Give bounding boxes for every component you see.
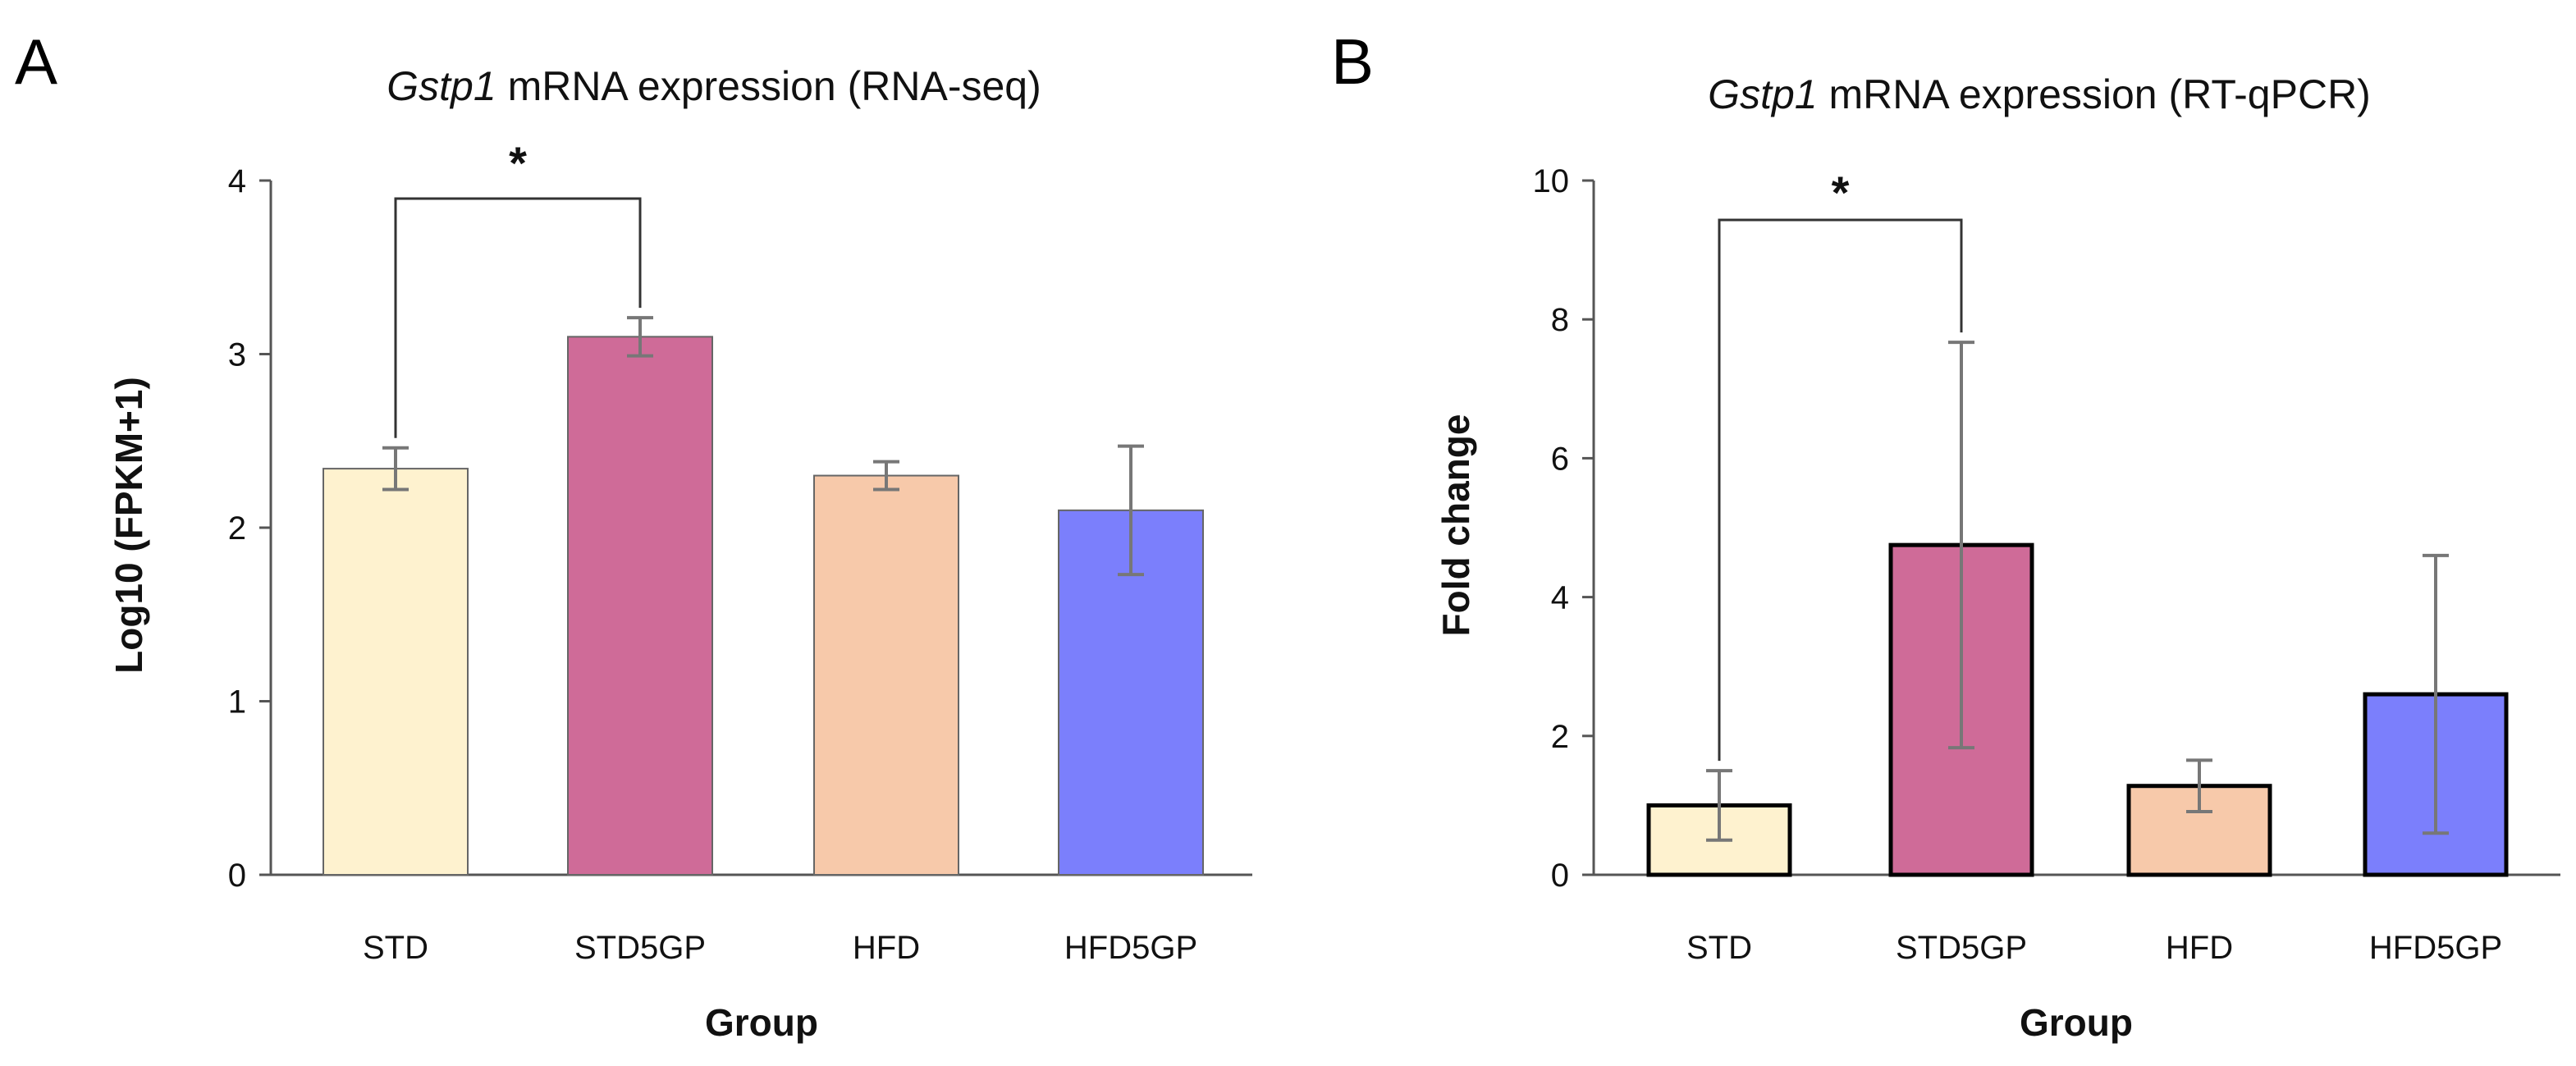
- panel-a-error-bar-std: [382, 446, 409, 492]
- panel-b-significance-label: *: [1832, 167, 1850, 218]
- panel-b-error-bar-std: [1706, 769, 1732, 842]
- panel-b-bars: [1646, 542, 2509, 877]
- panel-b-significance-bracket: [1718, 218, 1963, 762]
- panel-b-y-axis-title: Fold change: [1434, 414, 1477, 637]
- panel-b-x-tick-labels: STD STD5GP HFD HFD5GP: [1686, 930, 2502, 966]
- panel-b-error-bar-std5gp: [1948, 341, 1974, 750]
- panel-a-x-tick-label-hfd: HFD: [853, 930, 920, 966]
- panel-b-y-tick-label: 10: [1533, 163, 1570, 199]
- panel-a-error-bars: [382, 316, 1144, 577]
- panel-a-bars: [323, 336, 1204, 876]
- panel-a-error-bar-hfd: [873, 460, 899, 492]
- panel-a-bar-std5gp: [567, 336, 713, 876]
- panel-b-letter: B: [1331, 25, 1374, 98]
- panel-a-y-axis-title: Log10 (FPKM+1): [108, 377, 150, 674]
- panel-b-y-ticks: 0 2 4 6 8 10: [1533, 163, 1594, 894]
- panel-a-significance-label: *: [509, 137, 527, 189]
- panel-a-y-tick-label: 3: [228, 337, 246, 373]
- panel-a-y-tick-label: 1: [228, 684, 246, 721]
- panel-b-title: Gstp1 mRNA expression (RT-qPCR): [1708, 71, 2371, 117]
- panel-b-y-tick-label: 0: [1551, 858, 1569, 894]
- panel-a-x-tick-label-std: STD: [363, 930, 428, 966]
- panel-a-title-rest: mRNA expression (RNA-seq): [496, 63, 1041, 109]
- panel-b-x-tick-label-hfd: HFD: [2166, 930, 2233, 966]
- panel-a-significance: *: [394, 137, 642, 438]
- panel-a-error-bar-hfd5gp: [1118, 444, 1144, 577]
- panel-b-y-tick-label: 2: [1551, 719, 1569, 755]
- panel-a-error-bar-std5gp: [627, 316, 653, 358]
- panel-a-y-tick-label: 2: [228, 510, 246, 547]
- panel-a-y-ticks: 0 1 2 3 4: [228, 163, 271, 894]
- panel-b-x-tick-label-std: STD: [1686, 930, 1752, 966]
- panel-b-x-axis-title: Group: [2020, 1001, 2133, 1044]
- panel-a-significance-bracket: [394, 197, 642, 438]
- panel-a-bar-hfd: [813, 474, 959, 876]
- panel-b-error-bar-hfd5gp: [2423, 553, 2449, 835]
- panel-a-x-tick-labels: STD STD5GP HFD HFD5GP: [363, 930, 1197, 966]
- panel-b: B Gstp1 mRNA expression (RT-qPCR) Group …: [1331, 25, 2560, 1044]
- panel-a-title-gene: Gstp1: [387, 63, 496, 109]
- panel-a-y-tick-label: 4: [228, 163, 246, 199]
- panel-b-x-tick-label-std5gp: STD5GP: [1896, 930, 2027, 966]
- panel-a-letter: A: [15, 25, 57, 98]
- panel-b-x-tick-label-hfd5gp: HFD5GP: [2369, 930, 2502, 966]
- panel-a-x-tick-label-hfd5gp: HFD5GP: [1064, 930, 1197, 966]
- panel-a-bar-std: [323, 468, 469, 876]
- panel-a: A Gstp1 mRNA expression (RNA-seq) Group …: [15, 25, 1252, 1044]
- panel-b-title-gene: Gstp1: [1708, 71, 1817, 117]
- panel-b-y-tick-label: 4: [1551, 580, 1569, 616]
- panel-a-title: Gstp1 mRNA expression (RNA-seq): [387, 63, 1041, 109]
- panel-b-title-rest: mRNA expression (RT-qPCR): [1818, 71, 2371, 117]
- panel-b-error-bars: [1706, 341, 2449, 842]
- panel-b-y-tick-label: 6: [1551, 441, 1569, 477]
- panel-a-x-tick-label-std5gp: STD5GP: [574, 930, 706, 966]
- panel-b-error-bar-hfd: [2186, 758, 2212, 814]
- panel-a-y-tick-label: 0: [228, 858, 246, 894]
- panel-a-x-axis-title: Group: [705, 1001, 818, 1044]
- panel-b-significance: *: [1718, 167, 1963, 762]
- panel-b-y-tick-label: 8: [1551, 302, 1569, 338]
